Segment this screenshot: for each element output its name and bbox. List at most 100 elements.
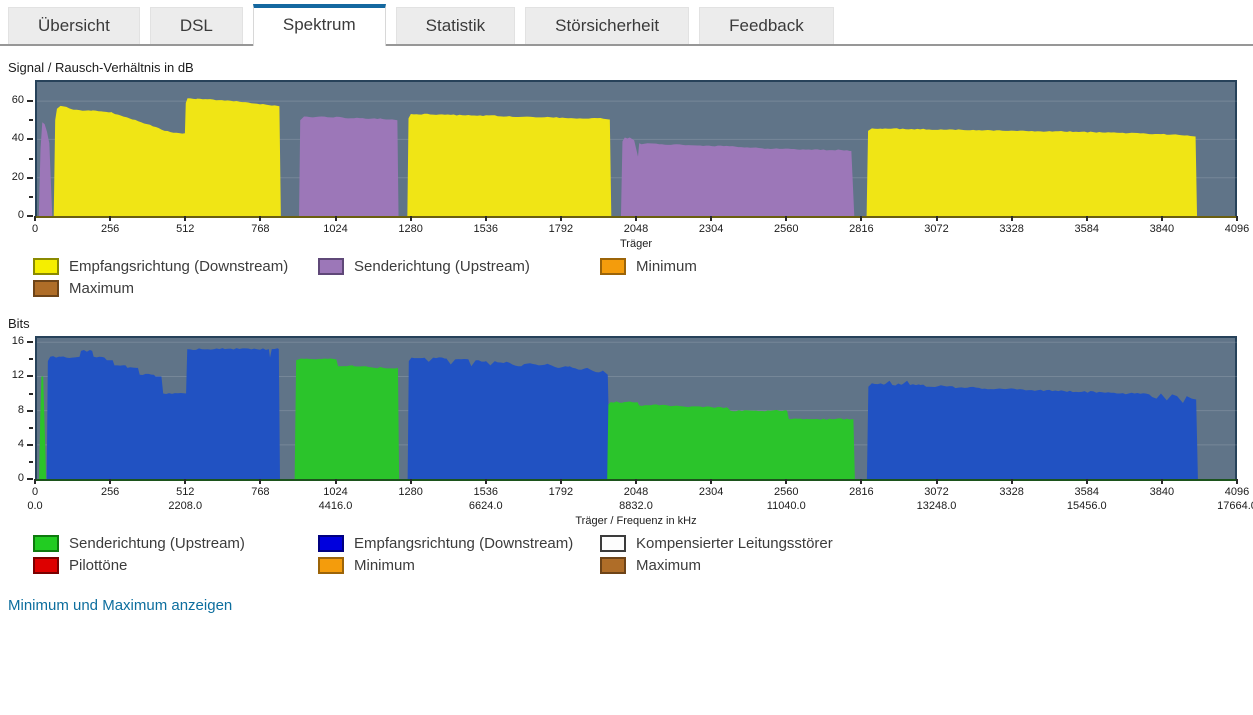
legend-swatch-icon <box>318 557 344 574</box>
y-tick <box>27 443 33 446</box>
tab-übersicht[interactable]: Übersicht <box>8 7 140 44</box>
x-tick <box>334 479 337 484</box>
x-tick <box>34 216 36 221</box>
legend-swatch-icon <box>318 258 344 275</box>
legend-item: Minimum <box>318 557 415 574</box>
x-tick <box>1236 216 1238 221</box>
x-tick-label: 1024 <box>323 486 348 498</box>
x-tick <box>409 479 412 484</box>
bits-series-downstream <box>407 357 611 479</box>
x-tick-label: 2304 <box>698 223 724 235</box>
bits-legend: Senderichtung (Upstream) Empfangsrichtung… <box>0 535 1253 579</box>
legend-item: Senderichtung (Upstream) <box>318 258 530 275</box>
y-tick <box>27 409 33 412</box>
x-tick-label: 3072 <box>924 486 949 498</box>
show-min-max-link[interactable]: Minimum und Maximum anzeigen <box>8 597 233 614</box>
legend-item: Empfangsrichtung (Downstream) <box>33 258 288 275</box>
x-freq-label: 8832.0 <box>619 500 653 512</box>
legend-swatch-icon <box>33 557 59 574</box>
legend-item: Kompensierter Leitungsstörer <box>600 535 833 552</box>
x-tick-label: 1024 <box>323 223 348 235</box>
x-tick <box>785 216 788 221</box>
x-tick <box>109 216 112 221</box>
legend-label: Kompensierter Leitungsstörer <box>636 535 833 552</box>
y-minor-tick <box>29 119 33 122</box>
x-tick-label: 1536 <box>473 486 498 498</box>
y-tick-label: 40 <box>11 132 24 145</box>
legend-swatch-icon <box>33 280 59 297</box>
x-tick <box>484 216 487 221</box>
legend-label: Minimum <box>354 557 415 574</box>
x-tick-label: 3840 <box>1149 486 1175 498</box>
x-tick <box>1160 216 1163 221</box>
x-tick-label: 4096 <box>1224 223 1250 235</box>
legend-item: Minimum <box>600 258 697 275</box>
x-tick-label: 3584 <box>1074 486 1099 498</box>
x-tick-label: 2816 <box>849 486 874 498</box>
y-tick-label: 20 <box>11 170 24 183</box>
x-freq-label: 13248.0 <box>916 500 957 512</box>
bits-chart-title: Bits <box>8 316 30 331</box>
x-tick <box>710 216 713 221</box>
y-tick <box>27 375 33 378</box>
bits-plot: 0 4 8 12 16 0 256 512 768 1024 1280 1536 1792 2048 230… <box>12 335 1253 527</box>
snr-series-downstream <box>407 113 612 216</box>
x-tick-label: 0 <box>31 223 39 235</box>
legend-label: Maximum <box>69 280 135 297</box>
x-freq-label: 15456.0 <box>1066 500 1107 512</box>
x-tick-label: 3584 <box>1074 223 1099 235</box>
x-tick-label: 2560 <box>774 223 799 235</box>
legend-item: Pilottöne <box>33 557 127 574</box>
legend-swatch-icon <box>600 535 626 552</box>
legend-label: Senderichtung (Upstream) <box>354 258 530 275</box>
legend-row: Empfangsrichtung (Downstream) Senderichtu… <box>0 258 1253 280</box>
tab-bar: Übersicht DSL Spektrum Statistik Störsicherh… <box>0 0 1253 46</box>
legend-label: Maximum <box>636 557 702 574</box>
y-minor-tick <box>29 426 33 429</box>
x-tick <box>1010 479 1013 484</box>
y-minor-tick <box>29 195 33 198</box>
x-tick <box>109 479 112 484</box>
x-tick-label: 2304 <box>698 486 724 498</box>
legend-label: Empfangsrichtung (Downstream) <box>354 535 574 552</box>
x-tick-label: 256 <box>100 486 120 498</box>
tab-störsicherheit[interactable]: Störsicherheit <box>525 7 690 44</box>
bits-plot-area <box>35 336 1239 479</box>
x-tick <box>785 479 788 484</box>
x-tick-label: 2560 <box>774 486 799 498</box>
snr-series-downstream <box>866 128 1198 216</box>
bits-series-downstream <box>866 380 1198 479</box>
y-tick-label: 12 <box>11 369 24 382</box>
legend-swatch-icon <box>318 535 344 552</box>
legend-item: Empfangsrichtung (Downstream) <box>318 535 573 552</box>
tab-spektrum[interactable]: Spektrum <box>252 4 386 46</box>
legend-item: Maximum <box>33 280 134 297</box>
x-tick <box>34 479 36 484</box>
x-freq-label: 17664.0 <box>1217 500 1253 512</box>
x-freq-label: 2208.0 <box>168 500 203 512</box>
x-tick <box>484 479 487 484</box>
y-tick <box>27 138 33 141</box>
x-tick <box>259 216 262 221</box>
tab-dsl[interactable]: DSL <box>149 7 243 44</box>
x-tick <box>334 216 337 221</box>
x-tick-label: 3072 <box>924 223 949 235</box>
x-tick-label: 1280 <box>398 223 423 235</box>
x-tick-label: 2048 <box>623 223 649 235</box>
tab-statistik[interactable]: Statistik <box>395 7 516 44</box>
x-freq-label: 4416.0 <box>318 500 353 512</box>
x-tick-label: 1280 <box>398 486 423 498</box>
snr-series-upstream <box>620 137 855 216</box>
snr-series-upstream <box>38 122 53 216</box>
legend-label: Empfangsrichtung (Downstream) <box>69 258 289 275</box>
snr-legend: Empfangsrichtung (Downstream) Senderichtu… <box>0 258 1253 302</box>
x-tick-label: 0 <box>31 486 39 498</box>
snr-plot: 0 20 40 60 0 256 512 768 1024 1280 1536 1792 2048 230… <box>12 80 1249 250</box>
x-tick-label: 2816 <box>849 223 874 235</box>
bits-series-upstream <box>607 401 855 479</box>
x-tick-label: 1792 <box>548 486 574 498</box>
tab-feedback[interactable]: Feedback <box>699 7 834 44</box>
y-tick <box>27 176 33 179</box>
y-minor-tick <box>29 157 33 160</box>
legend-label: Pilottöne <box>69 557 128 574</box>
